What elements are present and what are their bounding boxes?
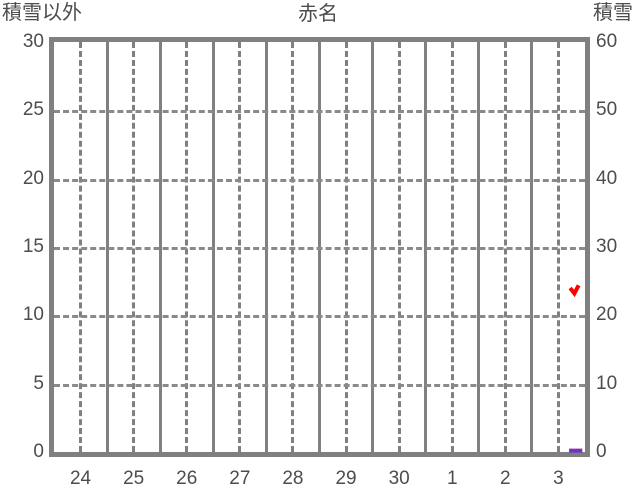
left-tick-label: 0 bbox=[33, 441, 44, 462]
x-tick-label: 29 bbox=[335, 468, 357, 489]
chart-title: 赤名 bbox=[298, 3, 338, 25]
x-tick-label: 1 bbox=[446, 468, 458, 489]
horizontal-gridline bbox=[54, 110, 585, 114]
left-tick-label: 25 bbox=[22, 99, 44, 121]
left-tick-label: 15 bbox=[22, 236, 44, 257]
x-tick-label: 3 bbox=[553, 468, 564, 489]
left-tick-label: 5 bbox=[33, 372, 44, 394]
plot-grid bbox=[54, 42, 585, 452]
x-tick-label: 26 bbox=[176, 468, 198, 489]
right-tick-label: 60 bbox=[596, 31, 618, 52]
x-tick-label: 2 bbox=[500, 468, 511, 489]
right-tick-label: 40 bbox=[596, 167, 618, 189]
right-tick-label: 0 bbox=[596, 441, 607, 462]
right-tick-label: 30 bbox=[596, 236, 618, 257]
left-tick-label: 20 bbox=[22, 167, 44, 189]
horizontal-gridline bbox=[54, 178, 585, 182]
right-tick-label: 20 bbox=[596, 304, 618, 326]
left-tick-label: 30 bbox=[22, 31, 44, 52]
x-tick-label: 25 bbox=[123, 468, 145, 489]
plot-area bbox=[49, 37, 590, 457]
x-tick-label: 30 bbox=[388, 468, 410, 489]
right-tick-label: 10 bbox=[596, 372, 618, 394]
left-tick-label: 10 bbox=[22, 304, 44, 326]
right-tick-label: 50 bbox=[596, 99, 618, 121]
horizontal-gridline bbox=[54, 315, 585, 319]
horizontal-gridline bbox=[54, 383, 585, 387]
x-tick-label: 24 bbox=[69, 468, 92, 489]
horizontal-gridline bbox=[54, 247, 585, 250]
right-axis-caption: 積雪 bbox=[593, 2, 633, 24]
x-tick-label: 28 bbox=[282, 468, 304, 489]
left-axis-caption: 積雪以外 bbox=[2, 2, 82, 24]
x-tick-label: 27 bbox=[229, 468, 251, 489]
